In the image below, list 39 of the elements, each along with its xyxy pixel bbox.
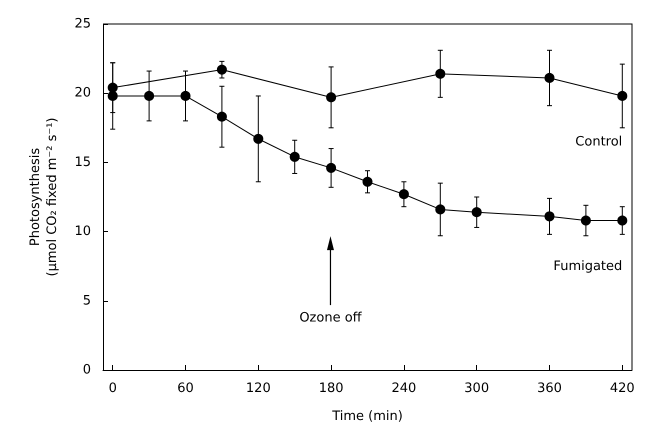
point bbox=[326, 92, 336, 102]
text: Control bbox=[575, 134, 622, 150]
point bbox=[326, 162, 336, 173]
y-tick-label: 0 bbox=[82, 362, 91, 378]
annotation: Ozone off bbox=[299, 310, 363, 326]
x-tick-label: 300 bbox=[464, 381, 490, 396]
point bbox=[362, 176, 372, 187]
point bbox=[398, 189, 409, 200]
point bbox=[544, 72, 554, 83]
x-tick-label: 240 bbox=[391, 381, 416, 396]
point bbox=[180, 90, 191, 101]
point bbox=[108, 90, 118, 101]
point bbox=[144, 90, 154, 101]
point bbox=[617, 90, 628, 101]
y-tick-label: 5 bbox=[82, 293, 91, 308]
y-axis-title: Photosynthesis (μmol CO₂ fixed m⁻² s⁻¹) bbox=[28, 117, 60, 277]
point bbox=[216, 64, 227, 75]
y-tick-label: 15 bbox=[74, 154, 91, 170]
point bbox=[290, 152, 300, 162]
point bbox=[617, 216, 628, 226]
point bbox=[580, 216, 591, 226]
x-tick-label: 0 bbox=[108, 381, 117, 396]
y-tick-label: 10 bbox=[74, 224, 91, 240]
x-tick-label: 360 bbox=[537, 381, 562, 396]
x-tick-label: 180 bbox=[318, 381, 344, 396]
x-tick-label: 60 bbox=[177, 381, 194, 396]
x-tick-label: 420 bbox=[610, 381, 635, 396]
point bbox=[108, 82, 118, 93]
point bbox=[435, 204, 446, 214]
text: Fumigated bbox=[553, 259, 622, 274]
x-tick-label: 120 bbox=[246, 381, 271, 396]
point bbox=[216, 112, 227, 122]
point bbox=[544, 211, 554, 222]
point bbox=[253, 134, 264, 144]
x-axis-title: Time (min) bbox=[331, 409, 403, 424]
point bbox=[435, 68, 446, 79]
point bbox=[472, 207, 482, 218]
y-tick-label: 25 bbox=[74, 16, 91, 32]
y-tick-label: 20 bbox=[74, 86, 91, 101]
